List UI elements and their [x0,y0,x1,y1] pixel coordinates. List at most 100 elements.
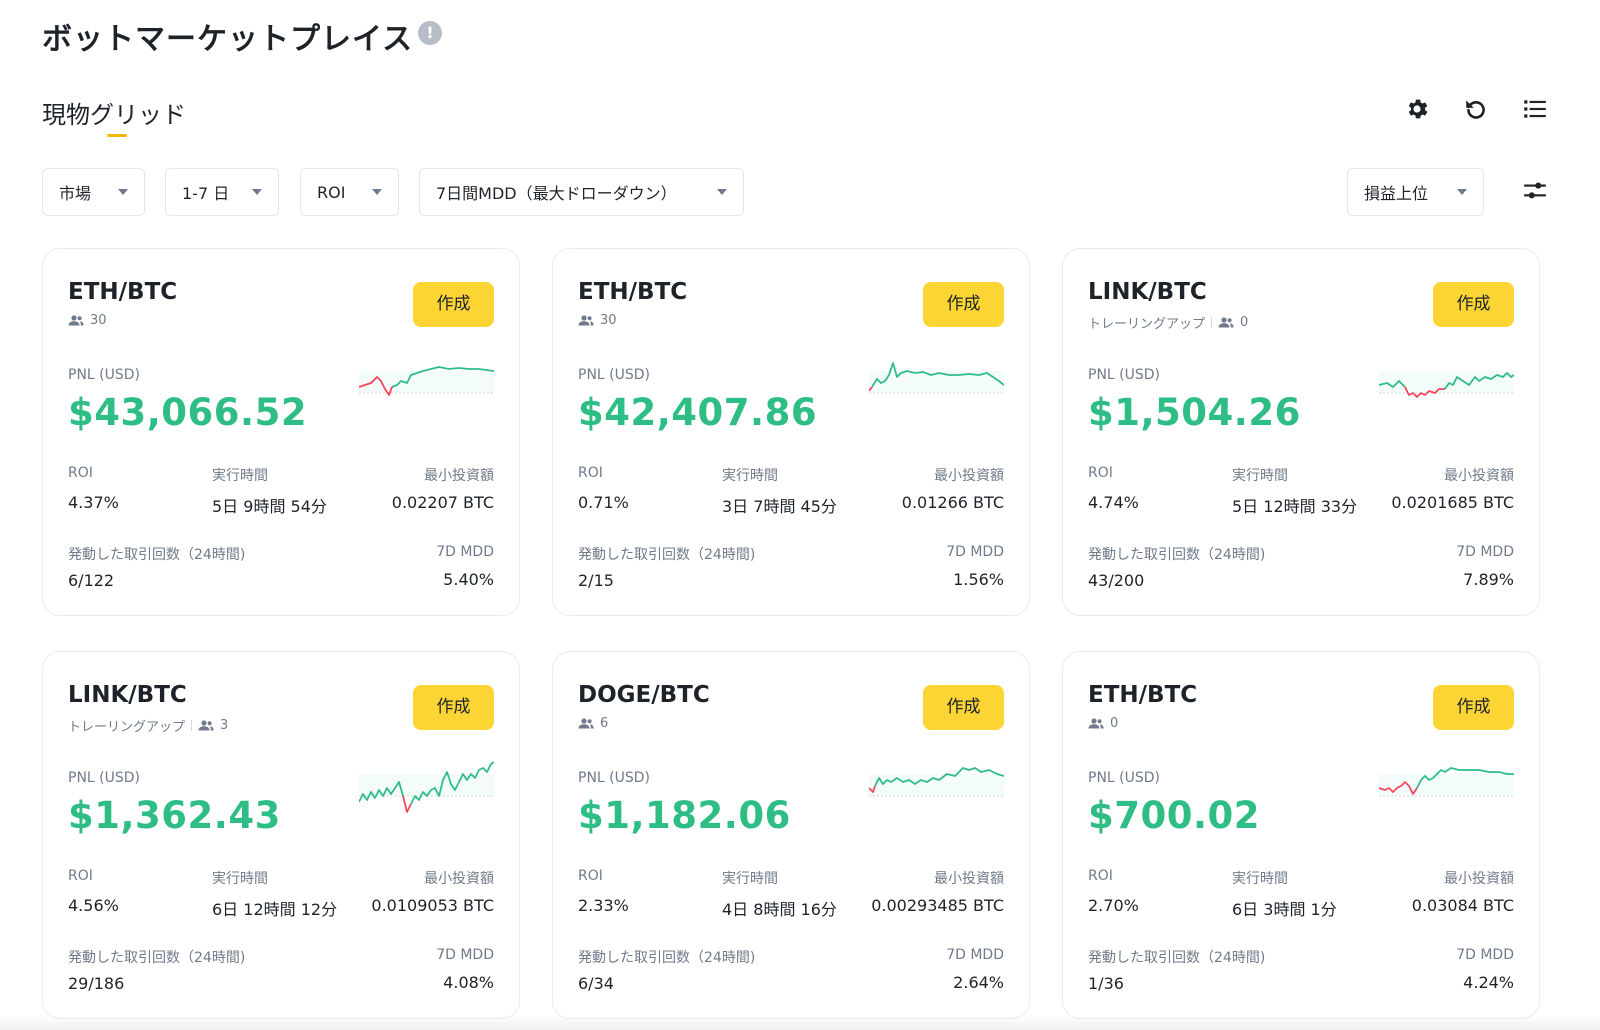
tab-active-indicator [107,134,127,137]
runtime-label: 実行時間 [212,468,268,484]
create-button[interactable]: 作成 [923,282,1004,327]
market-filter-label: 市場 [59,184,92,203]
gear-icon[interactable] [1402,94,1432,124]
trades-value: 29/186 [68,974,125,993]
trades-value: 43/200 [1088,571,1145,590]
info-icon[interactable]: ! [418,21,442,45]
pnl-value: $42,407.86 [578,391,818,434]
min-invest-value: 0.02207 BTC [391,493,494,512]
runtime-label: 実行時間 [212,871,268,887]
bot-card[interactable]: LINK/BTC トレーリングアップ 3 作成 PNL (USD) $1,362.43 RO… [42,651,520,1019]
min-invest-value: 0.01266 BTC [901,493,1004,512]
trades-label: 発動した取引回数（24時間) [68,950,246,966]
refresh-icon[interactable] [1461,94,1491,124]
runtime-label: 実行時間 [1232,871,1288,887]
users-icon [1088,718,1107,729]
create-button[interactable]: 作成 [1433,685,1514,730]
roi-value: 2.33% [578,896,629,915]
users-icon [1218,317,1237,328]
list-icon[interactable] [1520,94,1550,124]
user-count: 30 [600,313,617,328]
min-invest-value: 0.03084 BTC [1411,896,1514,915]
period-filter-label: 1-7 日 [182,184,230,203]
trades-label: 発動した取引回数（24時間) [1088,950,1266,966]
market-filter[interactable]: 市場 [42,168,145,216]
trades-label: 発動した取引回数（24時間) [578,950,756,966]
pnl-value: $43,066.52 [68,391,308,434]
roi-value: 0.71% [578,493,629,512]
min-invest-label: 最小投資額 [424,468,494,484]
filter-settings-icon[interactable] [1520,176,1550,206]
pnl-sparkline [359,366,494,396]
create-button[interactable]: 作成 [1433,282,1514,327]
min-invest-label: 最小投資額 [1444,871,1514,887]
tab-spot-grid[interactable]: 現物グリッド [42,101,186,129]
period-filter[interactable]: 1-7 日 [165,168,279,216]
roi-value: 4.37% [68,493,119,512]
strategy-tag: トレーリングアップ [68,720,186,735]
trades-label: 発動した取引回数（24時間) [68,547,246,563]
bot-card[interactable]: ETH/BTC 0 作成 PNL (USD) $700.02 ROI 実行時間 最小投資額 2.… [1062,651,1540,1019]
user-count: 6 [600,716,609,731]
card-meta: 30 [68,313,107,328]
pnl-label: PNL (USD) [1088,367,1161,383]
page-title: ボットマーケットプレイス [42,22,414,57]
mdd-label: 7D MDD [436,544,494,560]
trades-value: 6/34 [578,974,614,993]
card-meta: 0 [1088,716,1118,731]
roi-label: ROI [1088,868,1113,884]
roi-label: ROI [578,868,603,884]
pnl-label: PNL (USD) [1088,770,1161,786]
pair-name: LINK/BTC [1088,279,1207,305]
trades-value: 1/36 [1088,974,1124,993]
min-invest-label: 最小投資額 [934,871,1004,887]
pnl-sparkline [869,767,1004,797]
pair-name: ETH/BTC [68,279,178,305]
mdd-value: 4.24% [1463,973,1514,992]
create-button[interactable]: 作成 [923,685,1004,730]
sort-filter[interactable]: 損益上位 [1347,168,1484,216]
bot-card[interactable]: DOGE/BTC 6 作成 PNL (USD) $1,182.06 ROI 実行時間 最小投資… [552,651,1030,1019]
mdd-filter[interactable]: 7日間MDD（最大ドローダウン） [419,168,744,216]
mdd-filter-label: 7日間MDD（最大ドローダウン） [436,184,677,203]
pnl-value: $1,362.43 [68,794,281,837]
pnl-sparkline [1379,767,1514,797]
divider [191,720,193,731]
mdd-value: 7.89% [1463,570,1514,589]
pair-name: LINK/BTC [68,682,187,708]
mdd-value: 2.64% [953,973,1004,992]
pnl-value: $1,182.06 [578,794,791,837]
runtime-value: 5日 9時間 54分 [212,497,327,516]
min-invest-value: 0.00293485 BTC [871,896,1004,915]
bot-card[interactable]: ETH/BTC 30 作成 PNL (USD) $43,066.52 ROI 実行時間 最小投… [42,248,520,616]
pair-name: ETH/BTC [578,279,688,305]
pair-name: DOGE/BTC [578,682,710,708]
runtime-value: 5日 12時間 33分 [1232,497,1358,516]
card-meta: トレーリングアップ 3 [68,716,228,735]
users-icon [578,315,597,326]
pnl-label: PNL (USD) [578,770,651,786]
user-count: 30 [90,313,107,328]
chevron-down-icon [118,189,128,195]
min-invest-value: 0.0201685 BTC [1391,493,1514,512]
roi-filter[interactable]: ROI [300,168,399,216]
sort-filter-label: 損益上位 [1364,184,1429,203]
mdd-value: 5.40% [443,570,494,589]
chevron-down-icon [1457,189,1467,195]
card-meta: 30 [578,313,617,328]
card-meta: トレーリングアップ 0 [1088,313,1248,332]
bot-card[interactable]: ETH/BTC 30 作成 PNL (USD) $42,407.86 ROI 実行時間 最小投… [552,248,1030,616]
runtime-label: 実行時間 [722,468,778,484]
create-button[interactable]: 作成 [413,685,494,730]
mdd-label: 7D MDD [436,947,494,963]
runtime-value: 6日 3時間 1分 [1232,900,1337,919]
bot-card[interactable]: LINK/BTC トレーリングアップ 0 作成 PNL (USD) $1,504.26 RO… [1062,248,1540,616]
pnl-sparkline [1379,371,1514,398]
pnl-sparkline [359,761,494,813]
chevron-down-icon [717,189,727,195]
create-button[interactable]: 作成 [413,282,494,327]
pair-name: ETH/BTC [1088,682,1198,708]
pnl-label: PNL (USD) [68,367,141,383]
trades-value: 6/122 [68,571,115,590]
runtime-value: 3日 7時間 45分 [722,497,837,516]
